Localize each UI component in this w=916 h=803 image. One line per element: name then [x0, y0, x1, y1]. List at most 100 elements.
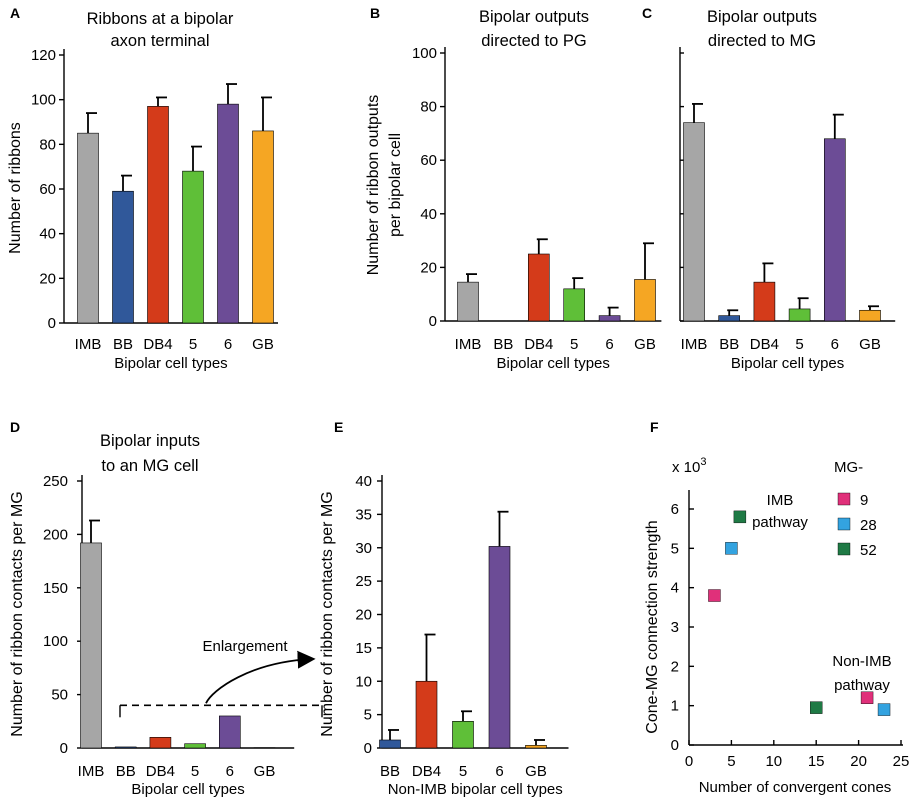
x-tick-label: 6 [226, 763, 234, 780]
bar-bb [112, 190, 134, 324]
y-tick-label: 35 [355, 506, 372, 523]
bar-bb [718, 315, 741, 322]
chart-title: Ribbons at a bipolar [87, 10, 234, 28]
x-tick-label: 5 [795, 336, 803, 353]
pathway-annotation: Non-IMB [832, 653, 891, 670]
y-tick-label: 20 [39, 270, 56, 287]
bar-gb [525, 745, 547, 749]
y-tick-label: 40 [39, 226, 56, 243]
y-tick-label: 20 [355, 607, 372, 624]
y-tick-label: 0 [60, 740, 68, 757]
x-tick-label: 20 [850, 753, 867, 770]
enlargement-arrow [205, 650, 316, 704]
x-tick-label: GB [525, 763, 547, 780]
x-tick-label: GB [634, 336, 656, 353]
bar-imb [457, 281, 479, 322]
x-axis-label: Bipolar cell types [131, 781, 244, 798]
y-tick-label: 60 [39, 181, 56, 198]
x-tick-label: DB4 [750, 336, 779, 353]
y-tick-label: 80 [39, 136, 56, 153]
x-axis-label: Bipolar cell types [731, 355, 844, 372]
y-tick-label: 250 [43, 473, 68, 490]
y-axis-label: Cone-MG connection strength [644, 520, 661, 733]
point-mg-9 [860, 691, 874, 704]
legend-title: MG- [834, 459, 863, 476]
x-tick-label: DB4 [143, 336, 172, 353]
point-mg-28 [877, 703, 891, 716]
x-tick-label: 6 [224, 336, 232, 353]
y-tick-label: 100 [412, 45, 437, 62]
y-tick-label: 15 [355, 640, 372, 657]
y-unit: x 103 [672, 456, 706, 476]
x-tick-label: GB [254, 763, 276, 780]
bar-imb [683, 122, 705, 322]
bar-imb [77, 132, 99, 324]
chart-title: to an MG cell [101, 457, 198, 475]
legend-swatch-9 [837, 492, 851, 506]
y-tick-label: 1 [671, 698, 679, 715]
y-tick-label: 40 [420, 206, 437, 223]
legend-label: 9 [860, 492, 868, 509]
x-tick-label: DB4 [412, 763, 441, 780]
bar-5 [788, 308, 811, 322]
bar-bb [379, 739, 401, 749]
x-tick-label: GB [252, 336, 274, 353]
y-tick-label: 30 [355, 540, 372, 557]
x-tick-label: 5 [189, 336, 197, 353]
y-tick-label: 0 [48, 315, 56, 332]
bar-6 [217, 103, 239, 324]
x-tick-label: BB [116, 763, 136, 780]
bar-bb [114, 746, 137, 749]
x-tick-label: DB4 [524, 336, 553, 353]
y-axis-label: Number of ribbons [7, 122, 24, 254]
y-tick-label: 3 [671, 619, 679, 636]
x-tick-label: BB [380, 763, 400, 780]
panel-letter: C [642, 5, 652, 21]
y-axis-label: per bipolar cell [387, 133, 404, 237]
x-axis-label: Number of convergent cones [699, 779, 892, 796]
legend-swatch-28 [837, 517, 851, 531]
bar-imb [80, 542, 102, 749]
y-tick-label: 25 [355, 573, 372, 590]
bar-db4 [415, 680, 438, 749]
x-tick-label: IMB [75, 336, 102, 353]
x-tick-label: IMB [681, 336, 708, 353]
bar-5 [182, 170, 204, 324]
y-tick-label: 4 [671, 580, 679, 597]
x-tick-label: 25 [893, 753, 910, 770]
y-tick-label: 0 [429, 313, 437, 330]
bar-db4 [149, 737, 172, 749]
chart-title: axon terminal [110, 32, 209, 50]
bar-gb [859, 309, 881, 322]
bar-gb [252, 130, 274, 324]
y-tick-label: 200 [43, 526, 68, 543]
x-tick-label: 15 [808, 753, 825, 770]
y-tick-label: 100 [43, 633, 68, 650]
bar-5 [563, 288, 586, 322]
legend-swatch-52 [837, 542, 851, 556]
bar-6 [488, 546, 511, 749]
y-tick-label: 50 [51, 687, 68, 704]
panel-letter: E [334, 419, 343, 435]
x-tick-label: 6 [605, 336, 613, 353]
chart-title: directed to MG [708, 32, 816, 50]
x-tick-label: 5 [191, 763, 199, 780]
bar-5 [184, 743, 206, 749]
chart-title: Bipolar outputs [479, 8, 589, 26]
y-tick-label: 40 [355, 473, 372, 490]
x-tick-label: 5 [459, 763, 467, 780]
x-tick-label: GB [859, 336, 881, 353]
x-tick-label: BB [113, 336, 133, 353]
point-mg-9 [708, 589, 721, 602]
point-mg-52 [810, 701, 823, 714]
bar-gb [634, 279, 656, 322]
y-tick-label: 100 [31, 92, 56, 109]
panel-letter: A [10, 5, 20, 21]
pathway-annotation: pathway [834, 677, 890, 694]
x-tick-label: 0 [685, 753, 693, 770]
x-tick-label: 6 [495, 763, 503, 780]
bar-db4 [753, 281, 776, 322]
y-tick-label: 80 [420, 99, 437, 116]
point-mg-28 [725, 542, 738, 555]
